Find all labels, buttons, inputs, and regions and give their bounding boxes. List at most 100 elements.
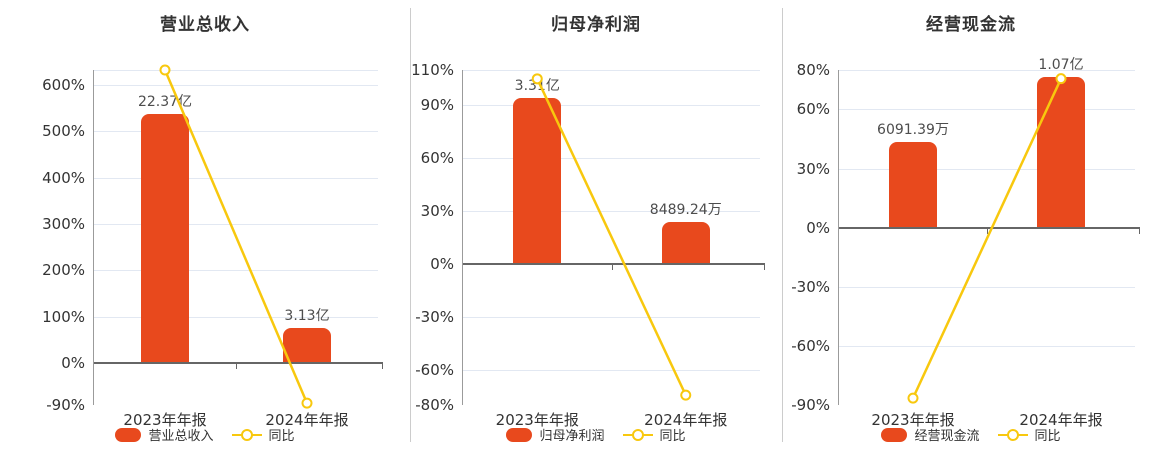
y-axis-label: -30%: [415, 307, 454, 326]
legend-item-经营现金流[interactable]: 经营现金流: [881, 425, 980, 444]
y-axis-label: 90%: [420, 96, 454, 115]
y-axis-label: 30%: [796, 159, 830, 178]
x-axis-tick: [611, 264, 613, 270]
bar-series-swatch: [115, 427, 142, 442]
bar-series-swatch: [506, 427, 533, 442]
y-axis-label: -60%: [415, 360, 454, 379]
yoy-line-icon-ring: [631, 428, 644, 441]
grid-line: [94, 131, 378, 133]
y-axis-label: -60%: [791, 336, 830, 355]
chart-title: 归母净利润: [551, 15, 641, 35]
y-axis-label: -90%: [46, 396, 85, 414]
y-axis-label: 110%: [411, 61, 454, 79]
y-axis-label: -80%: [415, 396, 454, 414]
grid-line: [463, 105, 760, 107]
grid-line: [94, 224, 378, 226]
y-axis-label: 600%: [42, 75, 85, 94]
y-axis-label: 0%: [61, 354, 85, 373]
yoy-line: [536, 78, 687, 396]
grid-line: [94, 177, 378, 179]
yoy-line-marker: [907, 392, 919, 404]
yoy-line-marker: [159, 64, 171, 76]
plot-area: [463, 70, 760, 405]
yoy-line-icon-ring: [240, 428, 253, 441]
x-axis-tick: [987, 228, 988, 234]
x-axis-label: 2024年年报: [644, 411, 728, 429]
yoy-line-chart: [531, 73, 692, 401]
y-axis-label: 0%: [430, 254, 454, 273]
x-axis-label: 2024年年报: [1019, 411, 1103, 429]
y-axis-label: 60%: [420, 149, 454, 168]
bar-value-label: 22.37亿: [137, 94, 193, 111]
grid-line: [94, 270, 378, 272]
legend-label: 营业总收入: [148, 429, 214, 444]
plot-area: [839, 70, 1135, 405]
y-axis-line: [462, 70, 463, 405]
bar-value-label: 1.07亿: [1038, 56, 1084, 73]
grid-line: [839, 109, 1135, 111]
bar-value-label: 8489.24万: [649, 201, 722, 218]
bar-value-label: 6091.39万: [877, 121, 949, 138]
yoy-line-icon-ring: [1006, 428, 1019, 441]
x-axis-tick: [236, 364, 237, 370]
legend: 经营现金流 同比: [782, 425, 1160, 444]
chart-title: 营业总收入: [160, 15, 250, 35]
x-axis-label: 2023年年报: [123, 411, 207, 429]
x-axis-tick: [764, 264, 765, 270]
legend-item-归母净利润[interactable]: 归母净利润: [506, 425, 605, 444]
x-axis-label: 2024年年报: [265, 411, 349, 429]
zero-axis-line: [94, 362, 383, 365]
yoy-line-marker: [680, 389, 692, 401]
x-axis-label: 2023年年报: [495, 411, 579, 429]
y-axis-label: 300%: [42, 215, 85, 234]
grid-line: [94, 84, 378, 86]
bar-2023年年报: [889, 141, 937, 228]
panel-separator: [410, 8, 411, 442]
bar-2023年年报: [513, 98, 562, 264]
chart-panel: 经营现金流 6091.39万 1.07亿 80% 60% 30% 0% -30% -60% -90…: [782, 0, 1160, 450]
bar-2024年年报: [1037, 76, 1085, 228]
legend-label: 同比: [659, 429, 686, 444]
bar-2024年年报: [661, 221, 710, 264]
y-axis-label: 30%: [420, 202, 454, 221]
y-axis-label: 400%: [42, 168, 85, 187]
y-axis-line: [838, 70, 839, 405]
x-axis-label: 2023年年报: [871, 411, 955, 429]
zero-axis-line: [463, 262, 765, 265]
legend: 归母净利润 同比: [410, 425, 782, 444]
legend-item-yoy[interactable]: 同比: [231, 425, 295, 444]
y-axis-label: 200%: [42, 261, 85, 280]
bar-2024年年报: [283, 327, 331, 364]
yoy-line-marker: [301, 397, 313, 409]
yoy-line-icon: [231, 428, 262, 442]
grid-line: [94, 316, 378, 318]
legend-item-yoy[interactable]: 同比: [997, 425, 1061, 444]
bar-2023年年报: [141, 114, 189, 364]
legend-label: 同比: [268, 429, 295, 444]
y-axis-label: -90%: [791, 396, 830, 414]
yoy-line: [163, 69, 309, 404]
grid-line: [463, 158, 760, 160]
chart-title: 经营现金流: [926, 15, 1016, 35]
plot-area: [94, 70, 378, 405]
yoy-line-marker: [531, 73, 543, 85]
yoy-line-icon: [997, 428, 1028, 442]
legend-item-营业总收入[interactable]: 营业总收入: [115, 425, 214, 444]
legend-label: 归母净利润: [539, 429, 605, 444]
y-axis-label: 60%: [796, 100, 830, 119]
grid-line: [463, 211, 760, 213]
grid-line: [839, 345, 1135, 347]
chart-panel: 归母净利润 3.31亿 8489.24万 110% 90% 60% 30% 0% -30% -60…: [410, 0, 782, 450]
legend-label: 同比: [1034, 429, 1061, 444]
bar-value-label: 3.31亿: [514, 78, 560, 95]
x-axis-tick: [1139, 228, 1140, 234]
grid-line: [463, 70, 760, 71]
grid-line: [839, 168, 1135, 170]
y-axis-line: [93, 70, 94, 405]
x-axis-tick: [382, 364, 383, 370]
yoy-line-chart: [159, 64, 313, 409]
legend-item-yoy[interactable]: 同比: [622, 425, 686, 444]
yoy-line-chart: [907, 73, 1067, 404]
chart-panel: 营业总收入 22.37亿 3.13亿 600% 500% 400% 300% 200% 100%…: [0, 0, 410, 450]
